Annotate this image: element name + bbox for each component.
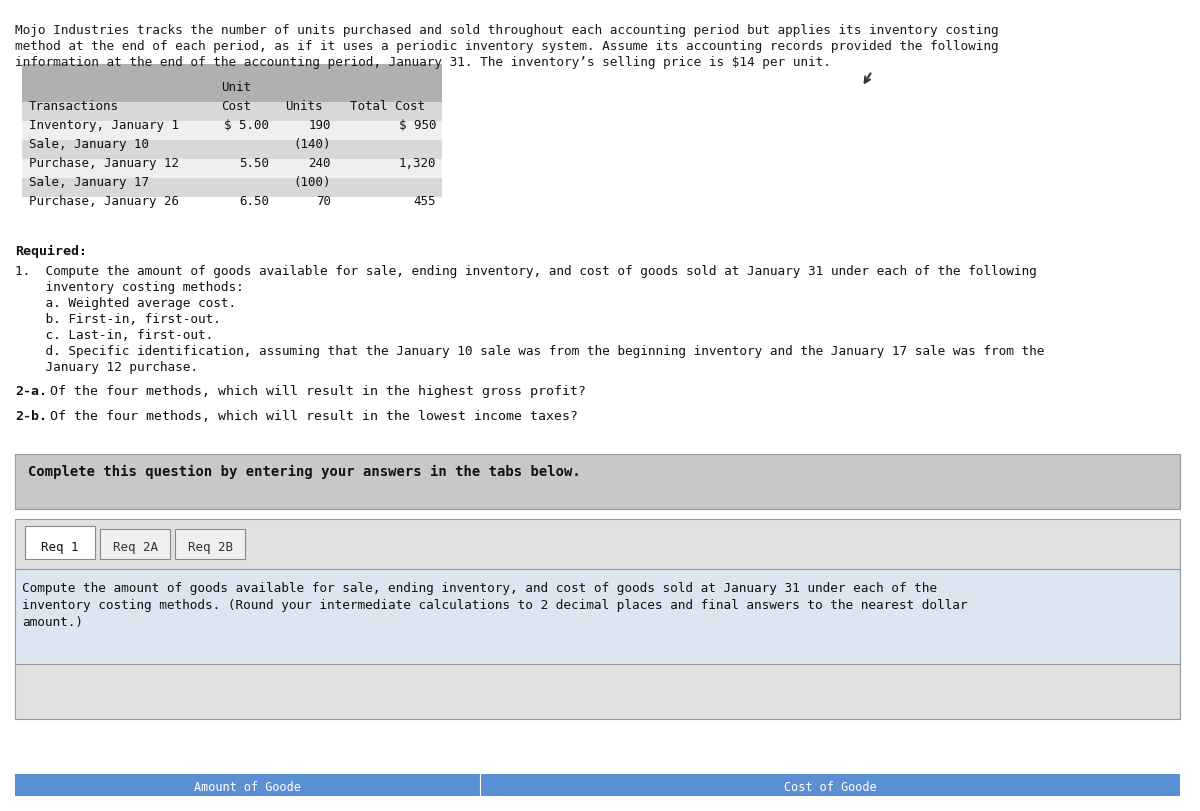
Text: Complete this question by entering your answers in the tabs below.: Complete this question by entering your … (28, 465, 581, 478)
Text: information at the end of the accounting period, January 31. The inventory’s sel: information at the end of the accounting… (16, 56, 830, 69)
Text: Amount of Goode: Amount of Goode (194, 780, 301, 793)
Text: Inventory, January 1: Inventory, January 1 (29, 119, 179, 132)
Text: 240: 240 (308, 157, 331, 169)
Bar (16, 569, 1180, 664)
Text: Units: Units (286, 100, 323, 113)
Text: 2-b.: 2-b. (16, 410, 47, 423)
Text: Req 1: Req 1 (41, 541, 79, 554)
Text: 2-a.: 2-a. (16, 384, 47, 397)
Text: Transactions: Transactions (29, 100, 119, 113)
Bar (22, 122, 442, 141)
Text: method at the end of each period, as if it uses a periodic inventory system. Ass: method at the end of each period, as if … (16, 40, 998, 53)
Text: Sale, January 10: Sale, January 10 (29, 138, 149, 151)
Text: 5.50: 5.50 (239, 157, 269, 169)
Text: a. Weighted average cost.: a. Weighted average cost. (16, 297, 236, 310)
Text: 455: 455 (414, 195, 436, 208)
Bar (22, 141, 442, 160)
Bar (22, 178, 442, 198)
Bar (175, 530, 245, 560)
Text: b. First-in, first-out.: b. First-in, first-out. (16, 312, 221, 325)
Text: Sale, January 17: Sale, January 17 (29, 176, 149, 189)
Text: Mojo Industries tracks the number of units purchased and sold throughout each ac: Mojo Industries tracks the number of uni… (16, 24, 998, 37)
Bar (22, 160, 442, 178)
Bar (22, 65, 442, 103)
Text: Of the four methods, which will result in the highest gross profit?: Of the four methods, which will result i… (50, 384, 586, 397)
Text: (100): (100) (294, 176, 331, 189)
Text: 1.  Compute the amount of goods available for sale, ending inventory, and cost o: 1. Compute the amount of goods available… (16, 264, 1037, 277)
Text: d. Specific identification, assuming that the January 10 sale was from the begin: d. Specific identification, assuming tha… (16, 345, 1044, 358)
Text: Purchase, January 26: Purchase, January 26 (29, 195, 179, 208)
Text: Req 2A: Req 2A (113, 541, 157, 554)
Text: inventory costing methods. (Round your intermediate calculations to 2 decimal pl: inventory costing methods. (Round your i… (22, 599, 967, 611)
Text: Unit: Unit (222, 81, 252, 94)
Text: 70: 70 (316, 195, 331, 208)
Text: Cost: Cost (222, 100, 252, 113)
Text: Req 2B: Req 2B (187, 541, 233, 554)
Text: c. Last-in, first-out.: c. Last-in, first-out. (16, 328, 214, 341)
Bar (16, 519, 1180, 719)
Bar (16, 774, 1180, 796)
Text: $ 5.00: $ 5.00 (224, 119, 269, 132)
Text: 190: 190 (308, 119, 331, 132)
Text: (140): (140) (294, 138, 331, 151)
Text: amount.): amount.) (22, 616, 83, 629)
Bar (25, 526, 95, 560)
Text: Cost of Goode: Cost of Goode (784, 780, 876, 793)
Text: Of the four methods, which will result in the lowest income taxes?: Of the four methods, which will result i… (50, 410, 578, 423)
Text: 1,320: 1,320 (398, 157, 436, 169)
Text: Purchase, January 12: Purchase, January 12 (29, 157, 179, 169)
Text: Required:: Required: (16, 245, 88, 258)
Text: 6.50: 6.50 (239, 195, 269, 208)
Text: Compute the amount of goods available for sale, ending inventory, and cost of go: Compute the amount of goods available fo… (22, 581, 937, 594)
Bar (100, 530, 170, 560)
Text: January 12 purchase.: January 12 purchase. (16, 361, 198, 374)
Text: $ 950: $ 950 (398, 119, 436, 132)
Bar (16, 454, 1180, 509)
Text: Total Cost: Total Cost (350, 100, 425, 113)
Text: inventory costing methods:: inventory costing methods: (16, 281, 244, 294)
Bar (22, 103, 442, 122)
